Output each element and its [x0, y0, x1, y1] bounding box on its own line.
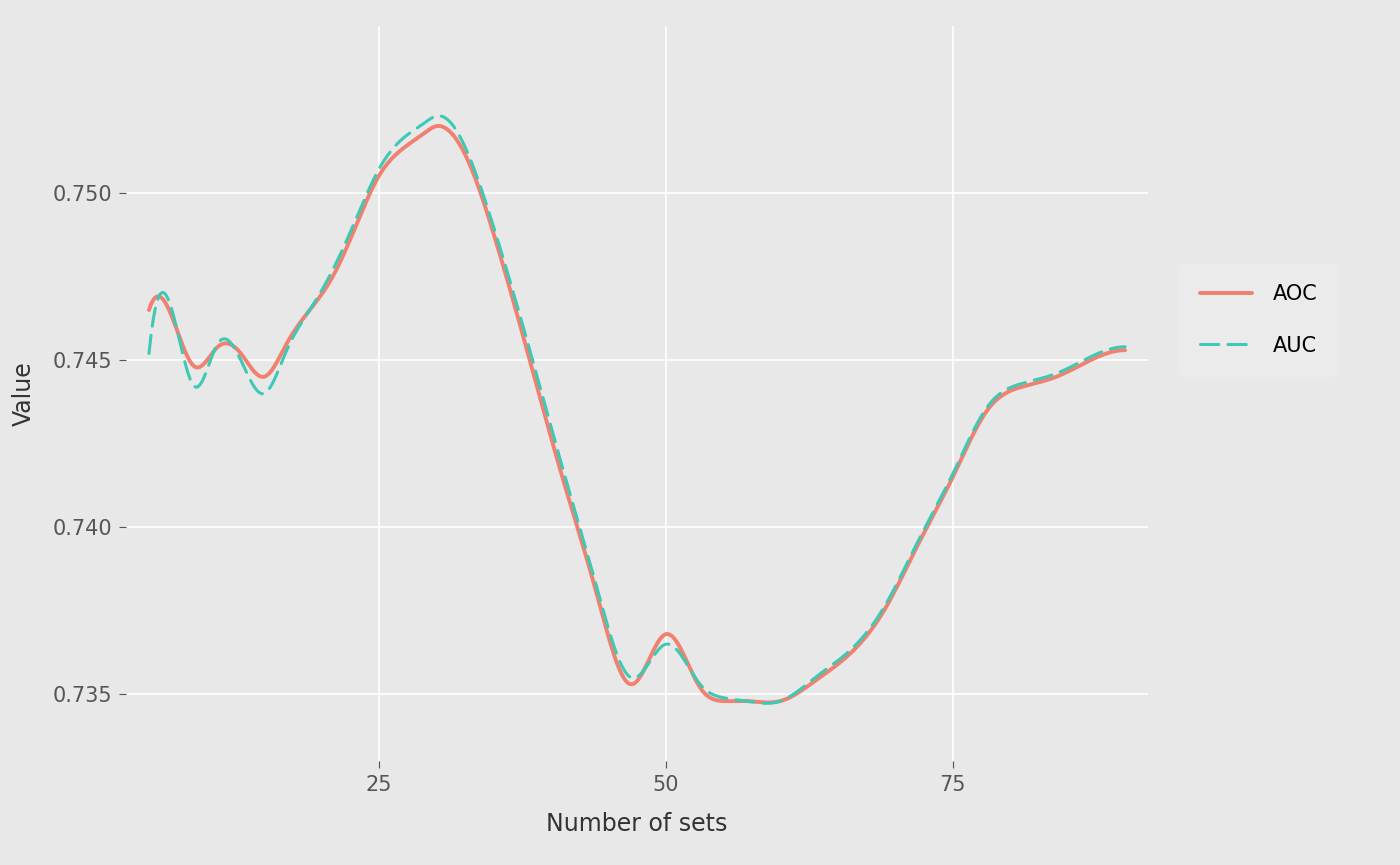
- AOC: [671, 641, 687, 651]
- Y-axis label: Value: Value: [11, 362, 36, 426]
- AOC: [760, 697, 777, 708]
- AUC: [430, 111, 447, 121]
- AOC: [140, 304, 157, 315]
- Line: AUC: AUC: [148, 116, 1126, 703]
- AUC: [606, 643, 623, 653]
- AOC: [606, 651, 623, 662]
- AUC: [1117, 342, 1134, 352]
- X-axis label: Number of sets: Number of sets: [546, 811, 728, 836]
- AUC: [140, 349, 157, 359]
- AUC: [945, 468, 962, 478]
- AUC: [759, 698, 776, 708]
- AOC: [724, 696, 741, 707]
- AOC: [612, 666, 629, 676]
- AUC: [724, 694, 741, 704]
- AUC: [612, 657, 629, 668]
- Line: AOC: AOC: [148, 126, 1126, 702]
- AOC: [945, 471, 962, 482]
- AUC: [671, 647, 687, 657]
- AOC: [1117, 345, 1134, 356]
- AOC: [1098, 349, 1114, 359]
- AOC: [430, 121, 447, 131]
- AUC: [1098, 345, 1114, 356]
- Legend: AOC, AUC: AOC, AUC: [1179, 264, 1338, 376]
